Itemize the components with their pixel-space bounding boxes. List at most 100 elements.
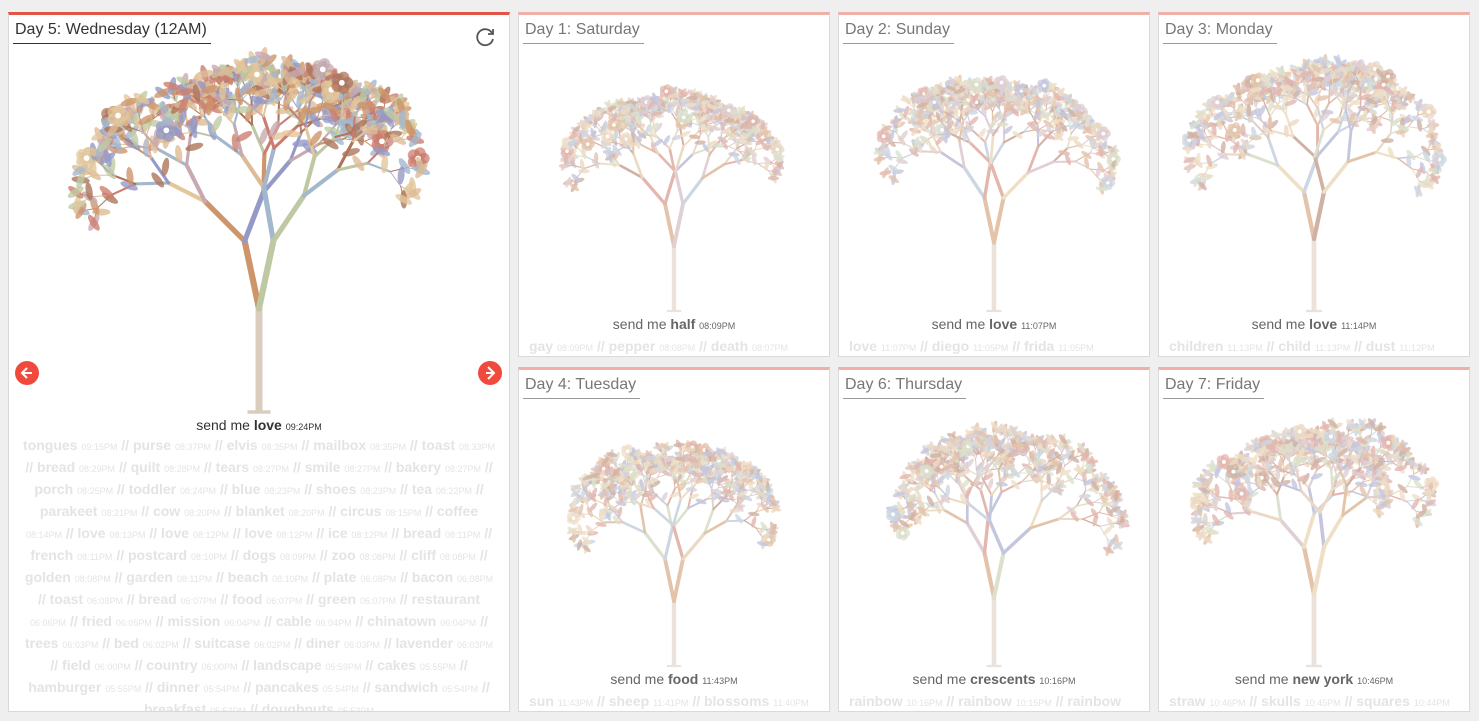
leaf — [1034, 458, 1047, 464]
leaf — [1403, 93, 1416, 101]
tree-canvas — [567, 439, 782, 668]
leaf — [1383, 85, 1394, 96]
leaf — [724, 131, 736, 138]
leaf — [571, 173, 581, 183]
leaf — [244, 55, 263, 64]
leaf — [1263, 95, 1277, 101]
branch — [157, 148, 189, 167]
refresh-button[interactable] — [476, 28, 494, 47]
history-word: tea — [411, 481, 433, 497]
petal — [1107, 178, 1116, 187]
leaf — [1008, 430, 1021, 436]
branch — [615, 471, 626, 476]
leaf — [901, 484, 907, 496]
leaf — [910, 115, 917, 128]
leaf — [1430, 134, 1436, 147]
leaf — [892, 514, 898, 527]
leaf — [620, 108, 631, 115]
leaf — [1328, 72, 1342, 78]
branch — [1305, 73, 1316, 81]
branch — [760, 487, 769, 494]
branch — [301, 167, 340, 198]
leaf — [723, 118, 736, 123]
history-word: zoo — [331, 547, 356, 563]
leaf — [1067, 107, 1077, 118]
branch — [1306, 72, 1312, 83]
history-word: bakery — [395, 459, 442, 475]
branch — [739, 120, 748, 126]
leaf — [677, 88, 687, 97]
branch — [1188, 159, 1200, 164]
leaf — [1271, 88, 1283, 96]
flower-center — [681, 115, 686, 120]
leaf — [920, 446, 932, 455]
leaf — [1039, 112, 1052, 118]
leaf — [1237, 103, 1245, 116]
leaf — [1337, 59, 1347, 70]
leaf — [112, 134, 122, 153]
leaf — [959, 106, 971, 114]
leaf — [299, 93, 317, 104]
leaf — [269, 84, 279, 103]
branch — [596, 113, 599, 124]
leaf — [714, 103, 721, 114]
leaf — [714, 105, 720, 117]
day-panel[interactable]: Day 4: Tuesday send me food 11:43PM sun 11… — [518, 367, 830, 712]
leaf — [378, 87, 392, 103]
petal — [1388, 72, 1397, 81]
branch — [1308, 74, 1318, 88]
branch — [1306, 103, 1319, 127]
branch — [1389, 114, 1394, 135]
leaf — [756, 123, 768, 129]
separator: // — [25, 459, 34, 475]
history-word: plate — [323, 569, 357, 585]
day-panel[interactable]: Day 1: Saturday send me half 08:09PM gay 0… — [518, 12, 830, 357]
leaf — [1035, 98, 1041, 111]
leaf — [730, 112, 742, 118]
branch — [1248, 114, 1261, 120]
leaf — [709, 450, 716, 462]
branch — [673, 152, 695, 174]
history-list: gay 08:09PM // pepper 08:08PM // death 0… — [529, 336, 823, 356]
leaf — [763, 483, 773, 492]
flower-center — [585, 142, 590, 146]
prev-button[interactable] — [15, 361, 39, 385]
leaf — [603, 137, 610, 149]
leaf — [1285, 80, 1292, 93]
leaf — [940, 99, 949, 109]
branch — [739, 120, 742, 134]
leaf — [1373, 90, 1386, 98]
branch — [1089, 152, 1105, 155]
leaf — [1221, 96, 1231, 107]
leaf — [1371, 117, 1382, 128]
leaf — [233, 106, 253, 114]
leaf — [1110, 144, 1117, 157]
leaf — [947, 103, 957, 113]
leaf — [744, 144, 752, 155]
leaf — [1069, 103, 1082, 109]
leaf — [309, 130, 322, 146]
flower-center — [1078, 109, 1083, 113]
leaf — [762, 474, 767, 487]
leaf — [1282, 79, 1296, 85]
leaf — [1220, 98, 1228, 111]
leaf — [710, 488, 723, 494]
branch — [1417, 104, 1420, 116]
leaf — [981, 429, 987, 442]
leaf — [1234, 110, 1244, 122]
branch — [942, 508, 969, 525]
leaf — [615, 115, 628, 121]
day-panel[interactable]: Day 6: Thursday send me crescents 10:16PM… — [838, 367, 1150, 712]
branch — [699, 106, 705, 116]
leaf — [1397, 124, 1410, 132]
day-panel[interactable]: Day 3: Monday send me love 11:14PM childre… — [1158, 12, 1470, 357]
next-button[interactable] — [478, 361, 502, 385]
branch — [979, 488, 990, 519]
day-panel[interactable]: Day 2: Sunday send me love 11:07PM love 11… — [838, 12, 1150, 357]
branch — [616, 103, 621, 113]
branch — [691, 475, 702, 490]
branch — [713, 460, 717, 474]
branch — [606, 147, 621, 166]
branch — [969, 89, 979, 94]
branch — [166, 180, 207, 204]
